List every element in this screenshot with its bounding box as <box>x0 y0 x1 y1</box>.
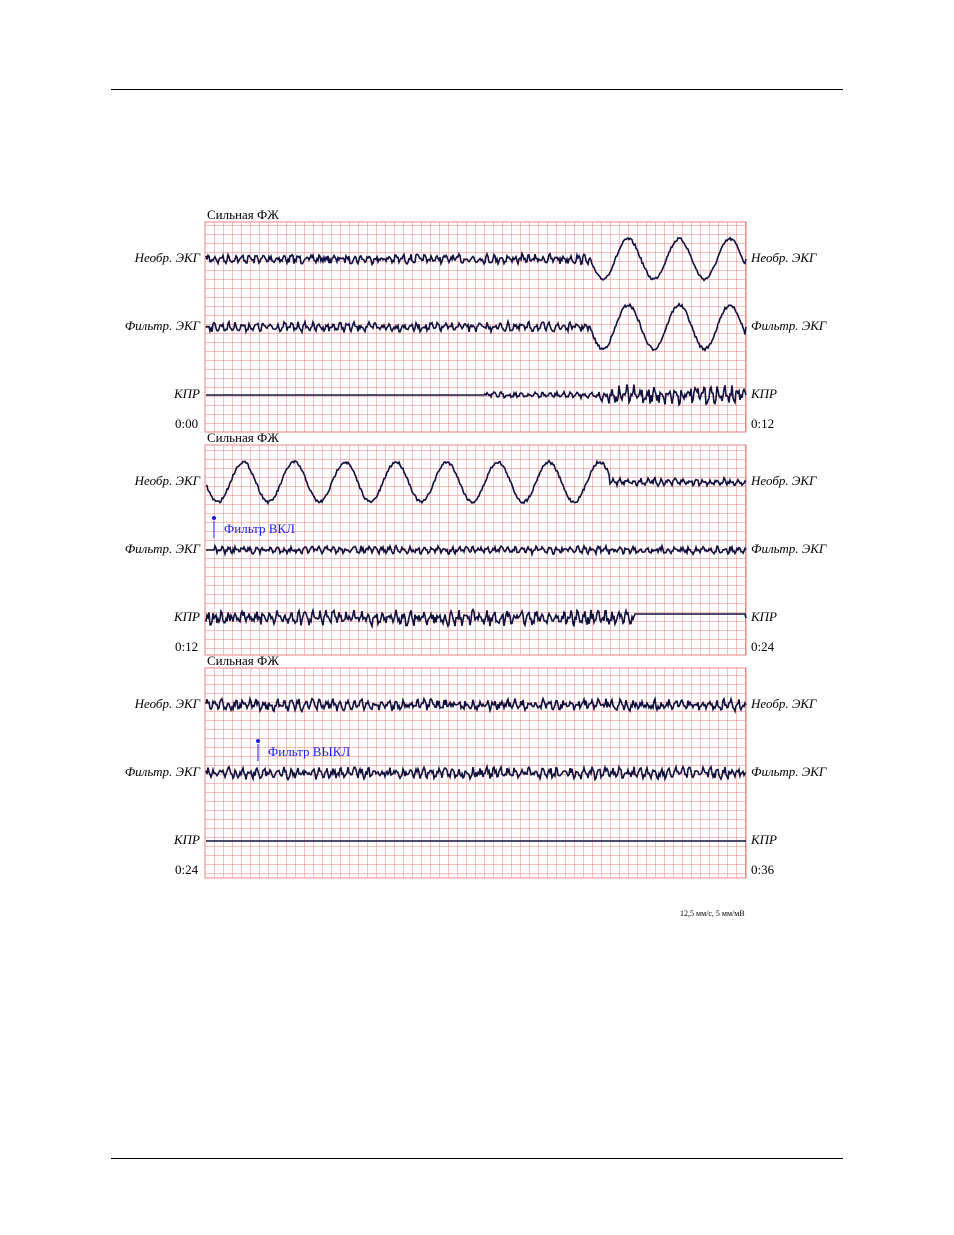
strip-title: Сильная ФЖ <box>207 430 279 445</box>
lead-label: Необр. ЭКГ <box>750 250 817 265</box>
waveform <box>205 459 747 506</box>
lead-label: Фильтр. ЭКГ <box>751 541 827 556</box>
time-start: 0:24 <box>175 862 199 877</box>
lead-label: КПР <box>173 609 200 624</box>
waveform <box>205 763 747 782</box>
lead-label: Необр. ЭКГ <box>134 250 201 265</box>
filter-annotation: Фильтр ВЫКЛ <box>268 744 350 759</box>
time-start: 0:00 <box>175 416 198 431</box>
lead-label: Фильтр. ЭКГ <box>751 764 827 779</box>
lead-label: Необр. ЭКГ <box>134 473 201 488</box>
lead-label: Фильтр. ЭКГ <box>125 541 201 556</box>
lead-label: КПР <box>750 609 777 624</box>
scale-note: 12,5 мм/с, 5 мм/мВ <box>680 909 745 918</box>
marker-dot <box>256 739 260 743</box>
time-end: 0:24 <box>751 639 775 654</box>
lead-label: Необр. ЭКГ <box>134 696 201 711</box>
lead-label: Фильтр. ЭКГ <box>125 764 201 779</box>
filter-annotation: Фильтр ВКЛ <box>224 521 295 536</box>
lead-label: КПР <box>173 832 200 847</box>
lead-label: КПР <box>750 386 777 401</box>
lead-label: Фильтр. ЭКГ <box>125 318 201 333</box>
time-end: 0:12 <box>751 416 774 431</box>
waveform <box>205 302 747 353</box>
time-end: 0:36 <box>751 862 775 877</box>
waveform <box>206 384 747 407</box>
time-start: 0:12 <box>175 639 198 654</box>
strip-title: Сильная ФЖ <box>207 207 279 222</box>
lead-label: Необр. ЭКГ <box>750 473 817 488</box>
waveform <box>205 695 747 715</box>
lead-label: Фильтр. ЭКГ <box>751 318 827 333</box>
lead-label: КПР <box>173 386 200 401</box>
waveform <box>206 542 747 558</box>
waveform <box>205 607 747 630</box>
lead-label: Необр. ЭКГ <box>750 696 817 711</box>
strip-title: Сильная ФЖ <box>207 653 279 668</box>
marker-dot <box>212 516 216 520</box>
lead-label: КПР <box>750 832 777 847</box>
waveform <box>205 236 747 282</box>
